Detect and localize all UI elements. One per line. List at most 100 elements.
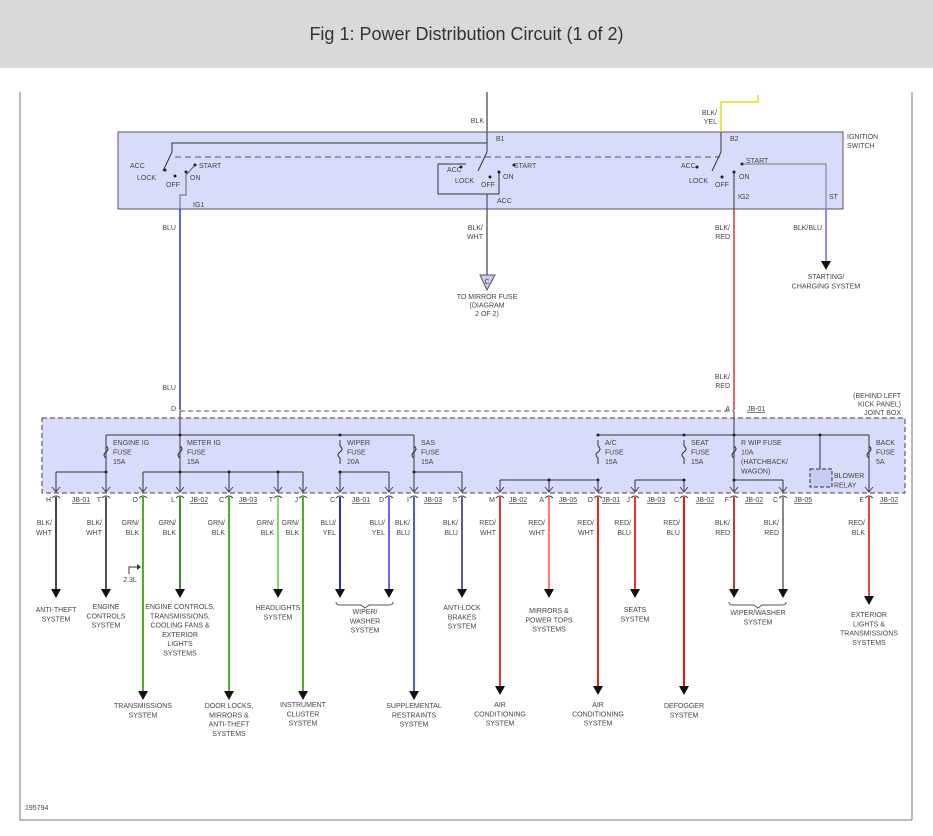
pin-label: H [46, 497, 51, 504]
fuse-label: 10A [741, 450, 754, 457]
switch-position: ACC [130, 163, 145, 170]
pin-label: F [725, 497, 729, 504]
wire-color-label: GRN/ [257, 520, 275, 527]
fuse-label: FUSE [113, 450, 132, 457]
arrow-icon [778, 589, 788, 598]
fuse-label: 15A [113, 459, 126, 466]
destination-label: COOLING FANS & [150, 623, 209, 630]
connector-pin-icon [630, 495, 640, 499]
destination-label: ANTI-THEFT [209, 722, 251, 729]
junction-dot [276, 470, 280, 474]
connector-pin-icon [495, 486, 505, 493]
fuse-label: R WIP FUSE [741, 440, 782, 447]
wire-color-label: BLK [212, 530, 226, 537]
wire-color-label: RED [715, 383, 730, 390]
wire-color-label: BLU [444, 530, 458, 537]
wire-color-label: BLU/ [320, 520, 336, 527]
fuse-label: FUSE [347, 450, 366, 457]
destination-label: POWER TOPS [525, 617, 573, 624]
connector-pin-icon [101, 486, 111, 493]
fuse-icon [103, 440, 109, 464]
switch-position: LOCK [689, 178, 708, 185]
connector-pin-icon [138, 495, 148, 499]
junction-dot [682, 433, 686, 437]
joint-box-title: KICK PANEL) [858, 402, 901, 409]
destination-label: TRANSMISSIONS, [150, 613, 210, 620]
fuse-icon [337, 440, 343, 464]
junction-dot [732, 433, 736, 437]
destination-label: EXTERIOR [162, 632, 198, 639]
wire-color-label: GRN/ [122, 520, 140, 527]
fuse-icon [681, 440, 687, 464]
wire-color-label: BLK/BLU [793, 225, 822, 232]
switch-position: LOCK [455, 178, 474, 185]
wire-color-label: BLK/ [764, 520, 779, 527]
destination-label: CONDITIONING [474, 711, 526, 718]
connector-pin-icon [175, 486, 185, 493]
fuse-label: FUSE [876, 450, 895, 457]
switch-position: OFF [715, 182, 729, 189]
connector-pin-icon [51, 486, 61, 493]
wire-color-label: YEL [704, 119, 717, 126]
junction-dot [178, 470, 182, 474]
junction-dot [178, 433, 182, 437]
arrow-icon [224, 691, 234, 700]
destination-label: CHARGING SYSTEM [792, 284, 861, 291]
fuse-label: ENGINE IG [113, 440, 149, 447]
option-marker-icon [128, 566, 138, 574]
blower-relay-label: RELAY [834, 483, 857, 490]
junction-dot [227, 470, 231, 474]
connector-pin-icon [729, 486, 739, 493]
junction-dot [596, 433, 600, 437]
destination-label: WASHER [350, 618, 380, 625]
wire-color-label: WHT [36, 530, 53, 537]
connector-pin-icon [679, 486, 689, 493]
arrow-icon [679, 686, 689, 695]
fuse-label: FUSE [187, 450, 206, 457]
fuse-icon [411, 440, 417, 464]
fuse-label: 5A [876, 459, 885, 466]
junction-dot [732, 478, 736, 482]
connector-pin-icon [593, 495, 603, 499]
connector-pin-icon [544, 486, 554, 493]
destination-label: SUPPLEMENTAL [386, 703, 442, 710]
destination-label: DEFOGGER [664, 703, 704, 710]
destination-label: SYSTEM [351, 628, 380, 635]
pin-label: J [627, 497, 631, 504]
connector-pin-icon [630, 486, 640, 493]
wire-color-label: BLU [162, 385, 176, 392]
joint-box-title: JOINT BOX [864, 410, 901, 417]
pin-label: IG1 [193, 202, 204, 209]
pin-label: C [219, 497, 224, 504]
connector-label: JB-02 [509, 497, 527, 504]
pin-label: B2 [730, 136, 739, 143]
destination-label: SYSTEMS [852, 640, 886, 647]
junction-dot [596, 478, 600, 482]
connector-pin-icon [298, 486, 308, 493]
wire-color-label: GRN/ [159, 520, 177, 527]
junction-dot [695, 165, 699, 169]
wire-color-label: RED/ [577, 520, 594, 527]
connector-pin-icon [175, 495, 185, 499]
pin-label: L [171, 497, 175, 504]
connector-pin-icon [864, 486, 874, 493]
pin-label: D [379, 497, 384, 504]
connector-label: JB-02 [745, 497, 763, 504]
fuse-label: SAS [421, 440, 435, 447]
fuse-label: 15A [605, 459, 618, 466]
fuse-label: SEAT [691, 440, 709, 447]
ignition-switch-title: SWITCH [847, 143, 875, 150]
connector-pin-icon [544, 495, 554, 499]
arrow-icon [137, 564, 141, 570]
switch-position: ACC [681, 163, 696, 170]
wire-color-label: BLK/ [468, 225, 483, 232]
connector-label: JB-01 [352, 497, 370, 504]
joint-box [41, 417, 906, 494]
fuse-label: 15A [691, 459, 704, 466]
destination-label: SYSTEM [129, 712, 158, 719]
connector-pin-icon [495, 495, 505, 499]
wire-color-label: RED/ [663, 520, 680, 527]
destination-label: SYSTEM [621, 616, 650, 623]
fuse-label: BACK [876, 440, 895, 447]
connector-label: JB-02 [880, 497, 898, 504]
